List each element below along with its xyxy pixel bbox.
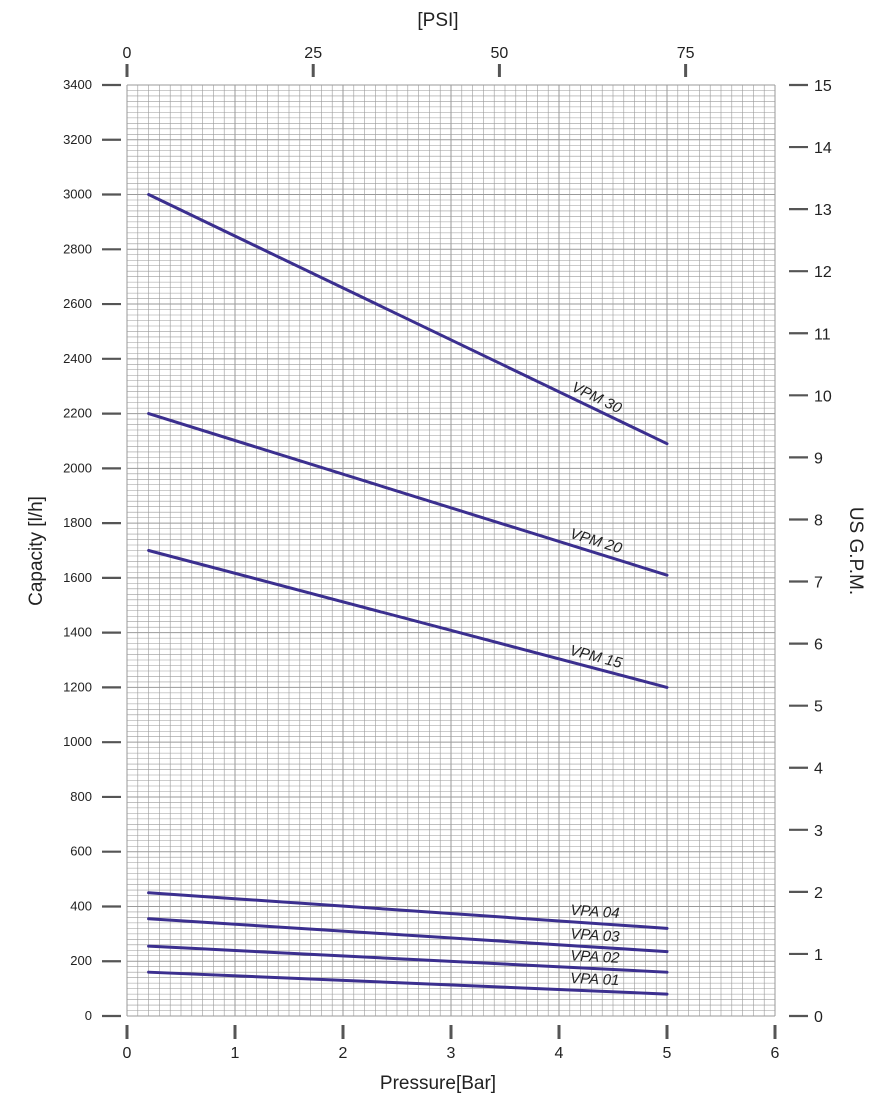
x-tick-label: 2 [339,1045,348,1062]
y2-tick-label: 2 [814,885,823,902]
series-label: VPA 01 [570,970,620,989]
y2-tick-label: 3 [814,823,823,840]
tick-labels: 0200400600800100012001400160018002000220… [63,45,832,1062]
series-line [147,193,669,446]
y-tick-label: 1600 [63,570,92,585]
x2-tick-label: 50 [491,45,509,62]
y2-tick-label: 0 [814,1009,823,1026]
y-tick-label: 800 [70,789,92,804]
y2-tick-label: 10 [814,388,832,405]
y2-tick-label: 4 [814,761,823,778]
y-tick-label: 1200 [63,679,92,694]
x-tick-label: 4 [555,1045,564,1062]
y-tick-label: 200 [70,953,92,968]
series-label: VPA 04 [570,902,620,922]
y2-tick-label: 14 [814,140,832,157]
y-tick-label: 400 [70,898,92,913]
series-line [147,891,669,930]
y2-tick-label: 8 [814,512,823,529]
series-label: VPA 03 [570,926,621,946]
top-axis-title: [PSI] [417,10,458,31]
y-tick-label: 2600 [63,296,92,311]
y2-tick-label: 6 [814,637,823,654]
series-line [147,917,669,954]
y-tick-label: 2200 [63,406,92,421]
series-label: VPA 02 [570,947,621,966]
y2-tick-label: 9 [814,450,823,467]
y2-tick-label: 15 [814,78,832,95]
y2-tick-label: 12 [814,264,832,281]
y2-tick-label: 11 [814,326,831,343]
y-tick-label: 3400 [63,77,92,92]
x2-tick-label: 75 [677,45,695,62]
x-tick-label: 5 [663,1045,672,1062]
y-tick-label: 3200 [63,132,92,147]
y-axis-title: Capacity [l/h] [26,496,47,606]
y-tick-label: 1400 [63,625,92,640]
grid [126,84,776,1017]
y-tick-label: 2000 [63,460,92,475]
right-axis-title: US G.P.M. [845,507,866,595]
x-axis-title: Pressure[Bar] [380,1073,496,1094]
y-tick-label: 3000 [63,187,92,202]
y2-tick-label: 1 [814,947,823,964]
series-line [147,412,669,577]
y-tick-label: 2400 [63,351,92,366]
series-line [147,944,669,974]
y-tick-label: 1800 [63,515,92,530]
y2-tick-label: 7 [814,575,823,592]
y-tick-label: 0 [85,1008,92,1023]
series-line [147,970,669,996]
y2-tick-label: 13 [814,202,832,219]
x-tick-label: 3 [447,1045,456,1062]
x-tick-label: 1 [231,1045,240,1062]
x-tick-label: 0 [123,1045,132,1062]
x2-tick-label: 25 [304,45,322,62]
series-line [147,549,669,689]
y-tick-label: 2800 [63,241,92,256]
y2-tick-label: 5 [814,699,823,716]
y-tick-label: 600 [70,844,92,859]
series-lines [147,193,669,996]
axis-ticks [102,64,808,1039]
y-tick-label: 1000 [63,734,92,749]
x2-tick-label: 0 [123,45,132,62]
x-tick-label: 6 [771,1045,780,1062]
